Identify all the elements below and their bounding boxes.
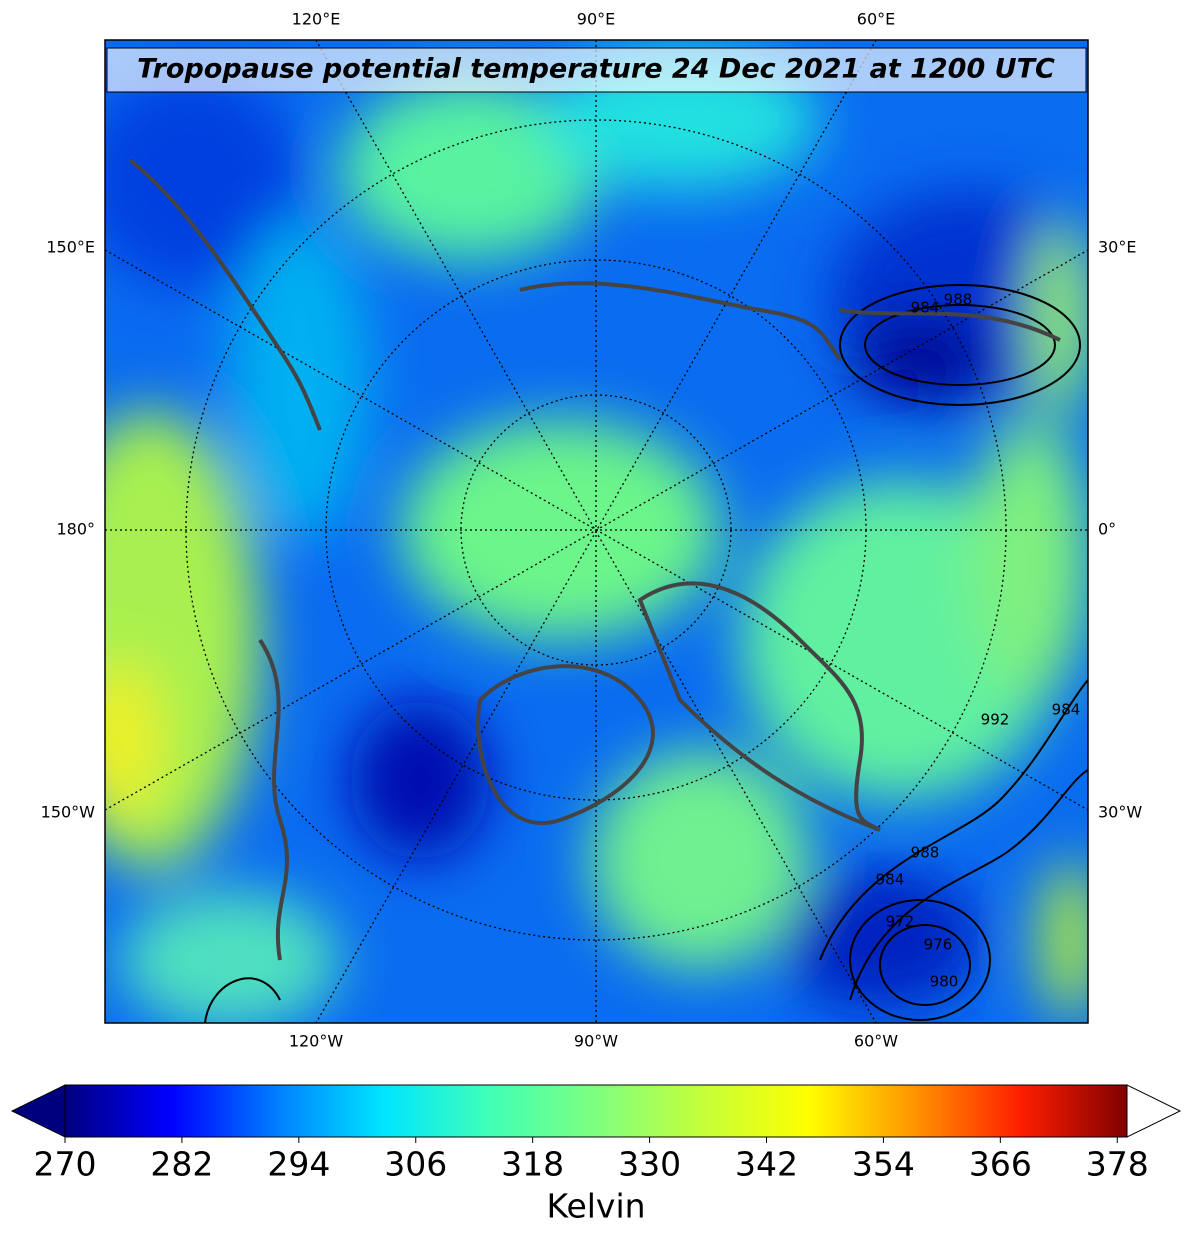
axis-labels: 120°E 90°E 60°E 120°W 90°W 60°W 150°E 180° 150°W… xyxy=(41,10,1143,1051)
graticule xyxy=(105,40,1088,1023)
isobar-label: 988 xyxy=(911,844,940,862)
colorbar-tick-label: 330 xyxy=(618,1145,681,1184)
colorbar-scale xyxy=(64,1084,1128,1138)
lon-label: 150°W xyxy=(41,803,96,822)
colorbar: 270 282 294 306 318 330 342 354 366 378 Kelvin xyxy=(10,1084,1182,1226)
isobar-label: 988 xyxy=(944,291,973,309)
isobar-label: 984 xyxy=(876,871,905,889)
lon-label: 90°W xyxy=(574,1032,618,1051)
lon-label: 60°W xyxy=(854,1032,898,1051)
lon-label: 60°E xyxy=(857,10,895,29)
colorbar-tick-label: 366 xyxy=(969,1145,1032,1184)
colorbar-tick-label: 378 xyxy=(1086,1145,1149,1184)
colorbar-over xyxy=(1126,1084,1182,1138)
isobar-label: 992 xyxy=(981,711,1010,729)
map xyxy=(105,40,1088,1023)
map-title: Tropopause potential temperature 24 Dec … xyxy=(137,54,1055,85)
colorbar-tick-label: 294 xyxy=(267,1145,330,1184)
lon-label: 120°W xyxy=(289,1032,344,1051)
lon-label: 30°W xyxy=(1098,803,1142,822)
title-box xyxy=(106,47,1087,93)
colorbar-tick-label: 318 xyxy=(501,1145,564,1184)
lon-label: 120°E xyxy=(292,10,341,29)
coastlines xyxy=(128,158,1061,961)
lon-label: 150°E xyxy=(46,238,95,257)
isobar-label: 976 xyxy=(924,936,953,954)
lon-label: 90°E xyxy=(577,10,615,29)
isobar-label: 980 xyxy=(930,973,959,991)
colorbar-tick-label: 342 xyxy=(735,1145,798,1184)
isobar-label: 972 xyxy=(886,913,915,931)
isobars xyxy=(204,284,1088,1023)
colorbar-label: Kelvin xyxy=(546,1187,645,1226)
colorbar-tick-label: 270 xyxy=(34,1145,97,1184)
colorbar-tick-label: 282 xyxy=(150,1145,213,1184)
isobar-label: 984 xyxy=(911,299,940,317)
colorbar-tick-label: 354 xyxy=(852,1145,915,1184)
lon-label: 180° xyxy=(56,520,95,539)
isobar-label: 984 xyxy=(1052,701,1081,719)
colorbar-tick-label: 306 xyxy=(384,1145,447,1184)
lon-label: 0° xyxy=(1098,520,1116,539)
colorbar-under xyxy=(10,1084,66,1138)
lon-label: 30°E xyxy=(1098,238,1136,257)
map-frame xyxy=(104,39,1089,1024)
